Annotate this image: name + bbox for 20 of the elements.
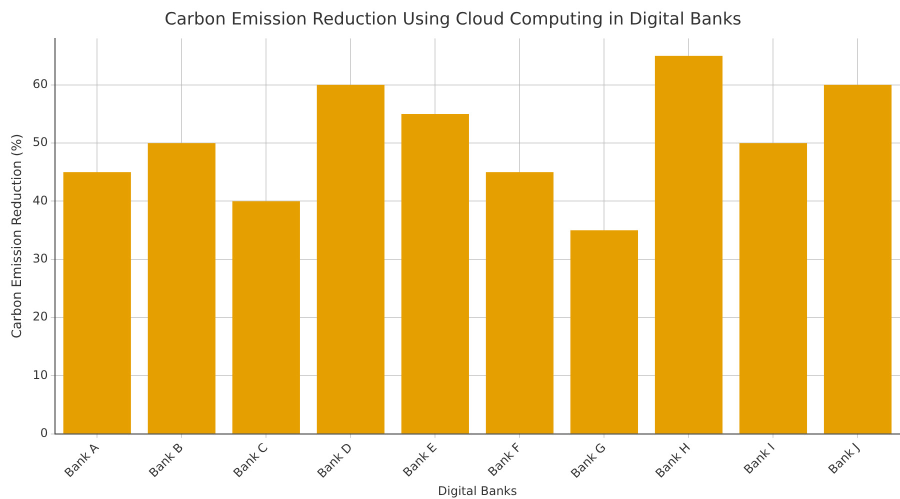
bar — [486, 172, 554, 434]
y-tick-label: 20 — [32, 310, 48, 324]
y-tick-label: 50 — [32, 135, 48, 150]
bar — [63, 172, 131, 434]
bar — [654, 56, 723, 434]
bar — [739, 143, 808, 434]
y-tick-label: 30 — [32, 252, 48, 266]
bar — [824, 84, 892, 434]
y-tick-label: 10 — [32, 368, 48, 382]
y-tick-label: 40 — [32, 193, 48, 208]
bar — [148, 143, 216, 434]
bar — [316, 84, 384, 434]
y-tick-label: 0 — [40, 426, 48, 440]
y-tick-label: 60 — [32, 77, 48, 92]
chart-title: Carbon Emission Reduction Using Cloud Computing in Digital Banks — [164, 10, 742, 30]
y-axis-title: Carbon Emission Reduction (%) — [10, 134, 26, 338]
x-axis-title: Digital Banks — [438, 484, 517, 498]
bar — [401, 114, 469, 434]
bar — [570, 230, 638, 434]
bar — [232, 201, 300, 434]
